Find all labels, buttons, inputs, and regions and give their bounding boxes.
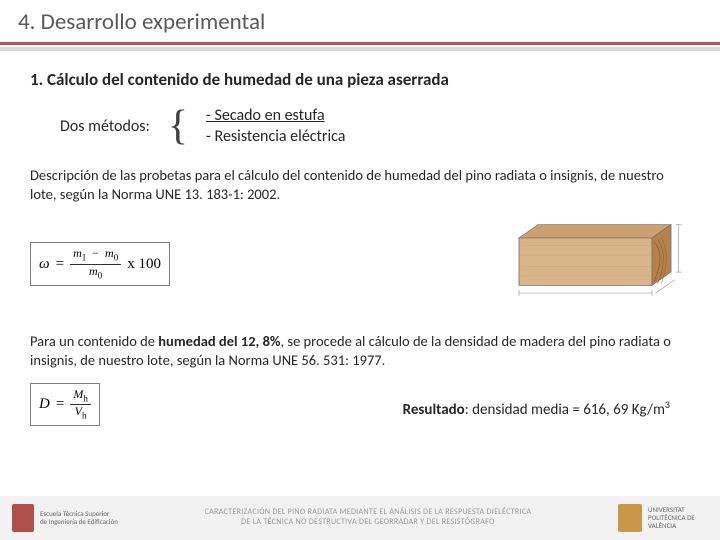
school-logo-icon (12, 504, 34, 532)
footer-right: UNIVERSITAT POLITÈCNICA DE VALÈNCIA (618, 504, 708, 532)
footer: Escuela Técnica Superior de Ingeniería d… (0, 496, 720, 540)
methods-label: Dos métodos: (60, 117, 150, 136)
equals-icon: = (56, 396, 64, 413)
denominator-2: Vh (72, 405, 90, 421)
equals-icon: = (56, 256, 64, 273)
method-item-2: - Resistencia eléctrica (206, 127, 345, 148)
methods-row: Dos métodos: { - Secado en estufa - Resi… (60, 106, 690, 148)
methods-list: - Secado en estufa - Resistencia eléctri… (206, 106, 345, 148)
formula-density: D = Mh Vh (30, 383, 100, 427)
description-2: Para un contenido de humedad del 12, 8%,… (30, 332, 690, 371)
result-line: Resultado: densidad media = 616, 69 Kg/m… (403, 398, 690, 419)
method-item-1: - Secado en estufa (206, 106, 345, 127)
title-bar: 4. Desarrollo experimental (0, 0, 720, 45)
figure-row-1: ω = m1 − m0 m0 x 100 (30, 217, 690, 312)
numerator: m1 − m0 (70, 247, 121, 264)
slide-title: 4. Desarrollo experimental (18, 8, 702, 36)
wood-sample-icon (500, 217, 690, 312)
upv-logo-icon (618, 504, 642, 532)
fraction-2: Mh Vh (70, 388, 91, 422)
footer-center: CARACTERIZACIÓN DEL PINO RADIATA MEDIANT… (118, 508, 618, 527)
section-subtitle: 1. Cálculo del contenido de humedad de u… (30, 69, 690, 90)
description-1: Descripción de las probetas para el cálc… (30, 166, 690, 205)
content-area: 1. Cálculo del contenido de humedad de u… (0, 51, 720, 436)
footer-left: Escuela Técnica Superior de Ingeniería d… (12, 504, 118, 532)
brace-icon: { (168, 110, 188, 144)
formula-lhs: ω (39, 256, 50, 273)
upv-name: UNIVERSITAT POLITÈCNICA DE VALÈNCIA (648, 506, 708, 529)
school-name: Escuela Técnica Superior de Ingeniería d… (40, 510, 118, 525)
fraction: m1 − m0 m0 (70, 247, 121, 281)
formula2-lhs: D (39, 396, 50, 413)
formula-tail: x 100 (127, 256, 161, 273)
numerator-2: Mh (70, 388, 91, 405)
denominator: m0 (86, 265, 105, 281)
formula-omega: ω = m1 − m0 m0 x 100 (30, 242, 170, 286)
